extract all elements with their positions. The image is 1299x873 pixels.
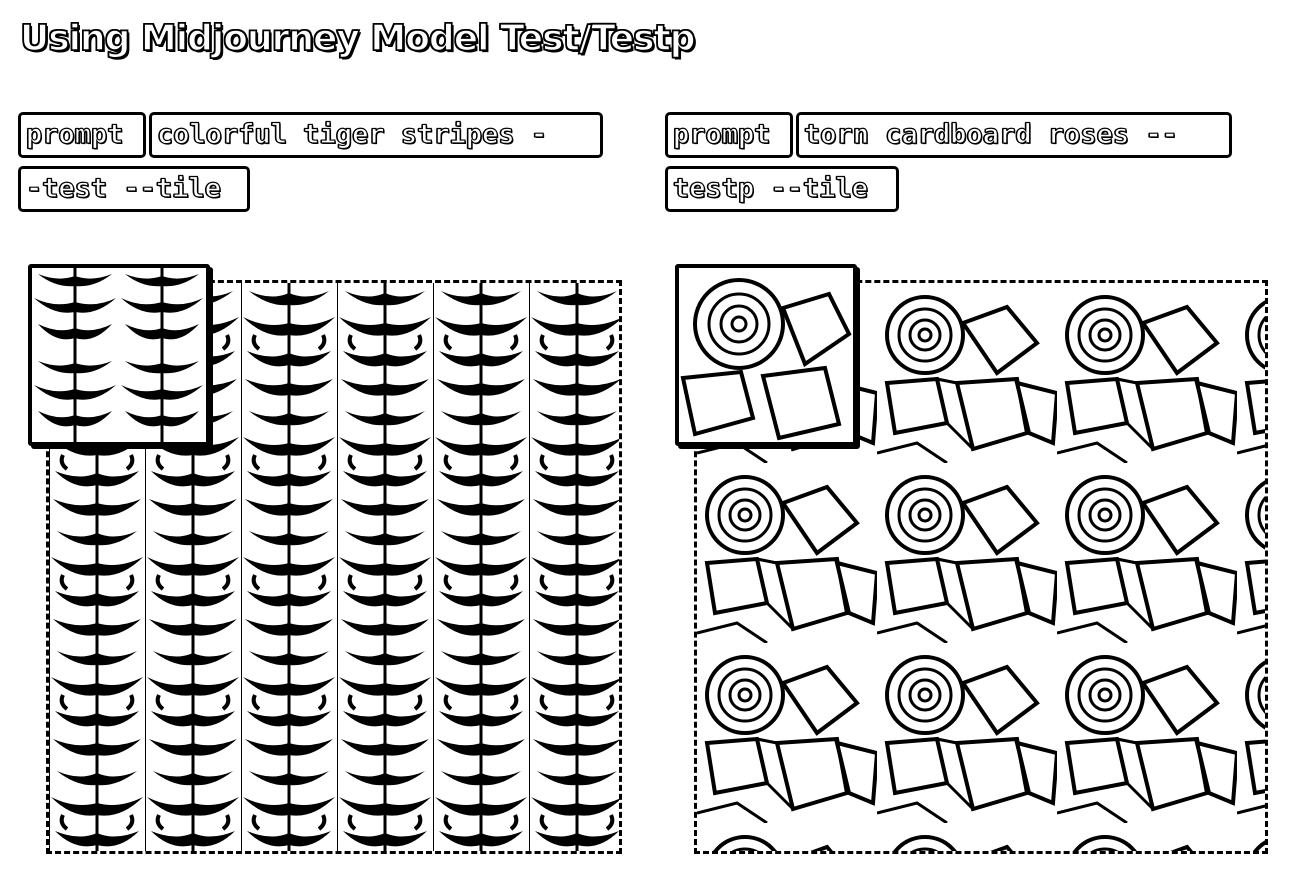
single-tile-inset [28,264,210,446]
prompt-text-chip: torn cardboard roses -- [796,112,1232,158]
tiled-pattern-image [694,280,1268,854]
single-tile-inset [675,264,857,446]
prompt-label-chip: prompt [665,112,793,158]
page-title: Using Midjourney Model Test/Testp [19,17,696,60]
prompt-text-chip-continued: -test --tile [18,166,250,212]
prompt-label-chip: prompt [18,112,146,158]
prompt-text-chip-continued: testp --tile [665,166,899,212]
prompt-text-chip: colorful tiger stripes - [149,112,603,158]
